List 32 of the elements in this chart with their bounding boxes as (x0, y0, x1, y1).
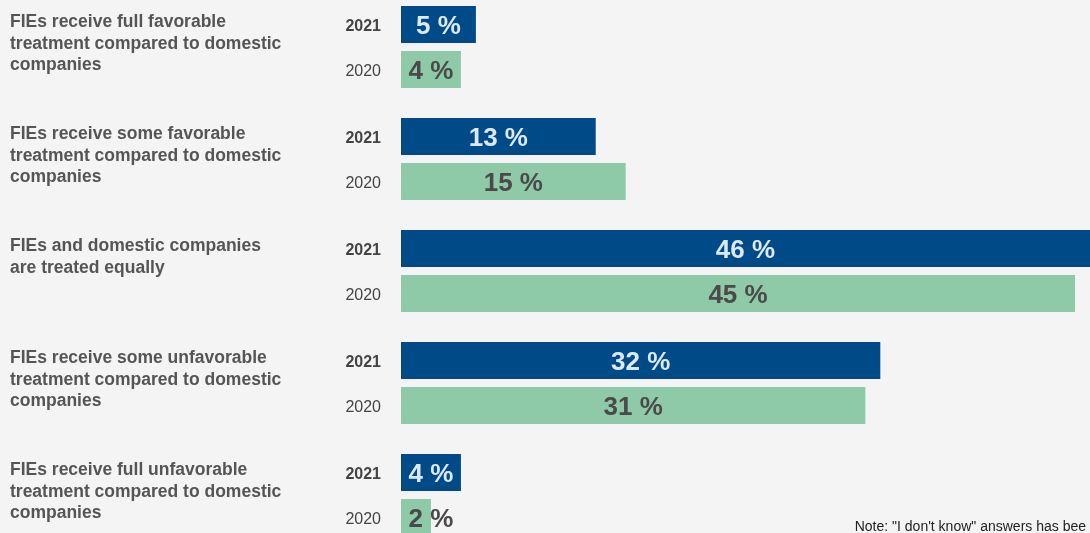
text: 2021 (345, 352, 381, 370)
series-label: 2020 (345, 61, 382, 79)
y-tick-label: FIEs and domestic companies are treated equally (10, 235, 262, 277)
y-tick-label: FIEs receive some unfavorable treatment compared to domestic companies (10, 347, 282, 410)
y-tick-label: FIEs receive full unfavorable treatment compared to domestic companies (10, 459, 282, 522)
data-label: 4 % (408, 457, 454, 488)
data-label: 45 % (708, 278, 768, 309)
data-label: 2 % (408, 502, 454, 533)
y-tick-label: FIEs receive some favorable treatment compared to domestic companies (10, 123, 282, 186)
bar (401, 230, 1090, 267)
bar (401, 387, 866, 424)
data-label: 5 % (416, 9, 461, 40)
data-label: 32 % (611, 345, 671, 376)
text: 2020 (345, 509, 381, 527)
text: 2021 (345, 128, 381, 146)
bar (401, 163, 626, 200)
y-tick-label: FIEs receive full favorable treatment compared to domestic companies (10, 11, 282, 74)
data-label: 13 % (468, 121, 528, 152)
data-label: 4 % (408, 54, 454, 85)
text: 2020 (345, 173, 381, 191)
text: 2020 (345, 397, 381, 415)
text: 2020 (345, 285, 381, 303)
bar (401, 275, 1076, 312)
text: 2021 (345, 464, 381, 482)
bar (401, 342, 881, 379)
series-label: 2021 (345, 16, 382, 34)
annotation: Note: "I don't know" answers has bee (854, 518, 1087, 533)
data-label: 15 % (483, 166, 543, 197)
data-label: 46 % (715, 233, 776, 264)
bar (401, 118, 596, 155)
text: 2021 (345, 240, 381, 258)
data-label: 31 % (603, 390, 663, 421)
